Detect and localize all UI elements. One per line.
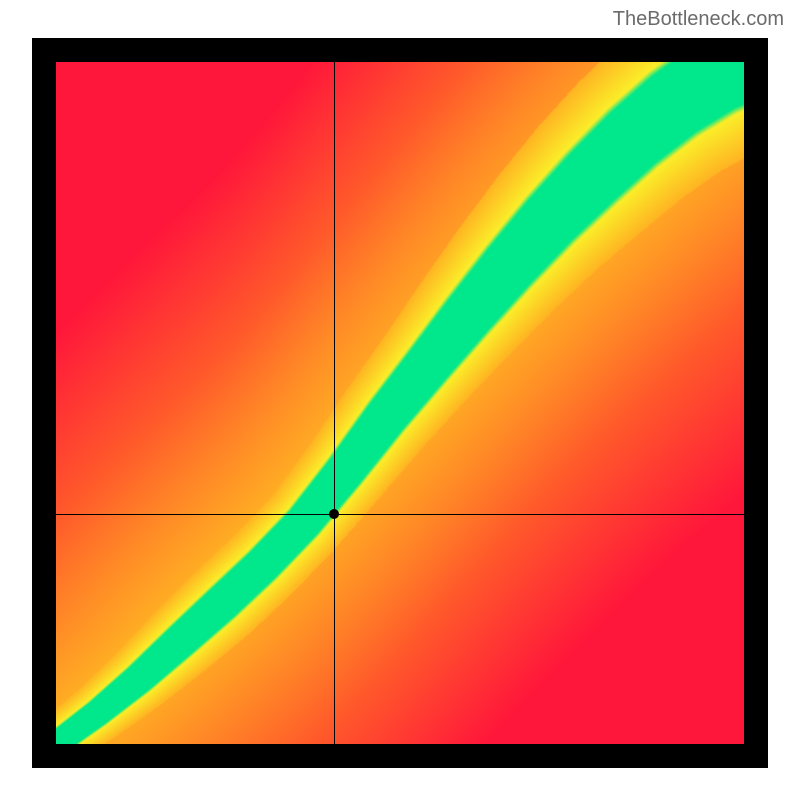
data-point-marker — [329, 509, 339, 519]
crosshair-vertical — [334, 62, 335, 744]
attribution-text: TheBottleneck.com — [613, 8, 784, 31]
heatmap-canvas — [56, 62, 744, 744]
plot-area — [56, 62, 744, 744]
crosshair-horizontal — [56, 514, 744, 515]
chart-container: TheBottleneck.com — [0, 0, 800, 800]
